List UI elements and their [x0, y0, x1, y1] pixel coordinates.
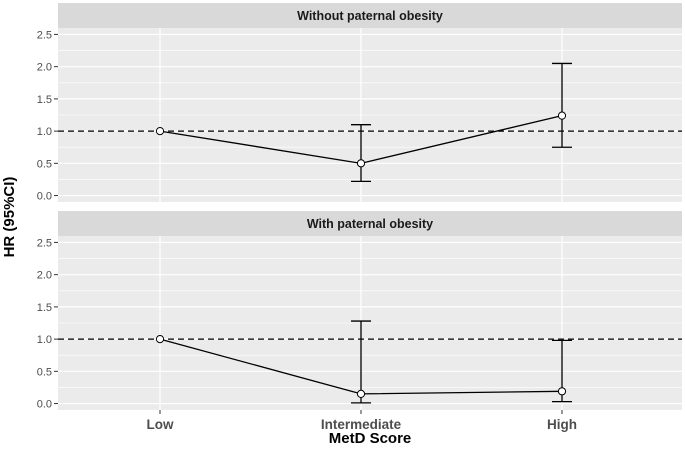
panel-top: Without paternal obesity 0.0 0.5 1.0 1.5 2.0… [37, 3, 682, 203]
x-tick-label: High [547, 417, 577, 432]
y-tick-label: 0.0 [37, 399, 52, 411]
y-tick-label: 1.5 [37, 94, 52, 106]
x-axis: Low Intermediate High [147, 410, 577, 432]
panel-bottom: With paternal obesity 0.0 0.5 1.0 1.5 2.0 2.5 [37, 211, 682, 411]
y-tick-label: 2.0 [37, 62, 52, 74]
y-tick-label: 1.0 [37, 334, 52, 346]
strip-title-top: Without paternal obesity [297, 9, 443, 23]
hr-point [155, 127, 165, 136]
x-axis-title: MetD Score [329, 430, 412, 447]
strip-bottom [58, 211, 682, 236]
hr-point [356, 159, 366, 168]
strip-title-bottom: With paternal obesity [307, 217, 433, 231]
hr-point [557, 387, 567, 396]
x-tick-label: Intermediate [321, 417, 402, 432]
y-tick-label: 0.0 [37, 191, 52, 203]
yticks-top: 0.0 0.5 1.0 1.5 2.0 2.5 [37, 29, 58, 203]
y-axis-title: HR (95%CI) [1, 177, 18, 258]
y-tick-label: 0.5 [37, 366, 52, 378]
y-tick-label: 2.0 [37, 270, 52, 282]
y-tick-label: 0.5 [37, 158, 52, 170]
hr-point [356, 389, 366, 398]
y-tick-label: 2.5 [37, 237, 52, 249]
series-top [155, 62, 572, 183]
strip-top [58, 3, 682, 28]
series-bottom [155, 320, 572, 404]
y-tick-label: 1.5 [37, 302, 52, 314]
y-tick-label: 1.0 [37, 126, 52, 138]
y-tick-label: 2.5 [37, 29, 52, 41]
yticks-bottom: 0.0 0.5 1.0 1.5 2.0 2.5 [37, 237, 58, 411]
hr-point [155, 335, 165, 344]
x-tick-label: Low [147, 417, 174, 432]
hr-point [557, 111, 567, 120]
